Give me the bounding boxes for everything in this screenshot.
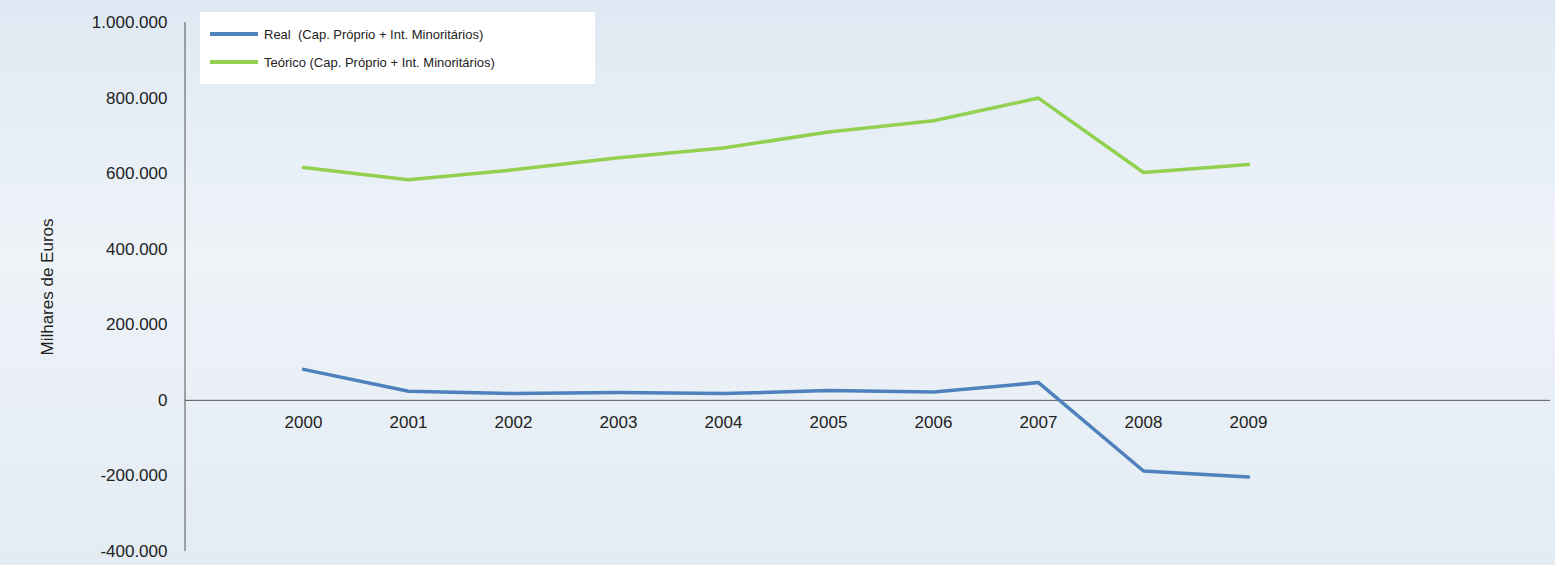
html-text:Real (Cap. Próprio + Int. Mino: Real (Cap. Próprio + Int. Minoritários) xyxy=(264,26,484,42)
svg-text:0: 0 xyxy=(158,391,167,410)
svg-text:400.000: 400.000 xyxy=(106,240,167,259)
svg-text:2002: 2002 xyxy=(495,413,533,432)
svg-text:2004: 2004 xyxy=(705,413,743,432)
svg-text:2006: 2006 xyxy=(915,413,953,432)
svg-text:800.000: 800.000 xyxy=(106,89,167,108)
svg-text:2000: 2000 xyxy=(285,413,323,432)
svg-text:-400.000: -400.000 xyxy=(100,542,167,561)
html-text:Teórico (Cap. Próprio + Int. M: Teórico (Cap. Próprio + Int. Minoritário… xyxy=(264,54,495,70)
svg-text:2001: 2001 xyxy=(390,413,428,432)
svg-text:200.000: 200.000 xyxy=(106,315,167,334)
svg-text:Milhares de Euros: Milhares de Euros xyxy=(38,218,57,355)
svg-text:-200.000: -200.000 xyxy=(100,466,167,485)
svg-text:2009: 2009 xyxy=(1230,413,1268,432)
svg-text:600.000: 600.000 xyxy=(106,164,167,183)
svg-text:2007: 2007 xyxy=(1020,413,1058,432)
svg-text:2008: 2008 xyxy=(1125,413,1163,432)
svg-text:1.000.000: 1.000.000 xyxy=(92,13,168,32)
svg-text:2005: 2005 xyxy=(810,413,848,432)
svg-text:2003: 2003 xyxy=(600,413,638,432)
